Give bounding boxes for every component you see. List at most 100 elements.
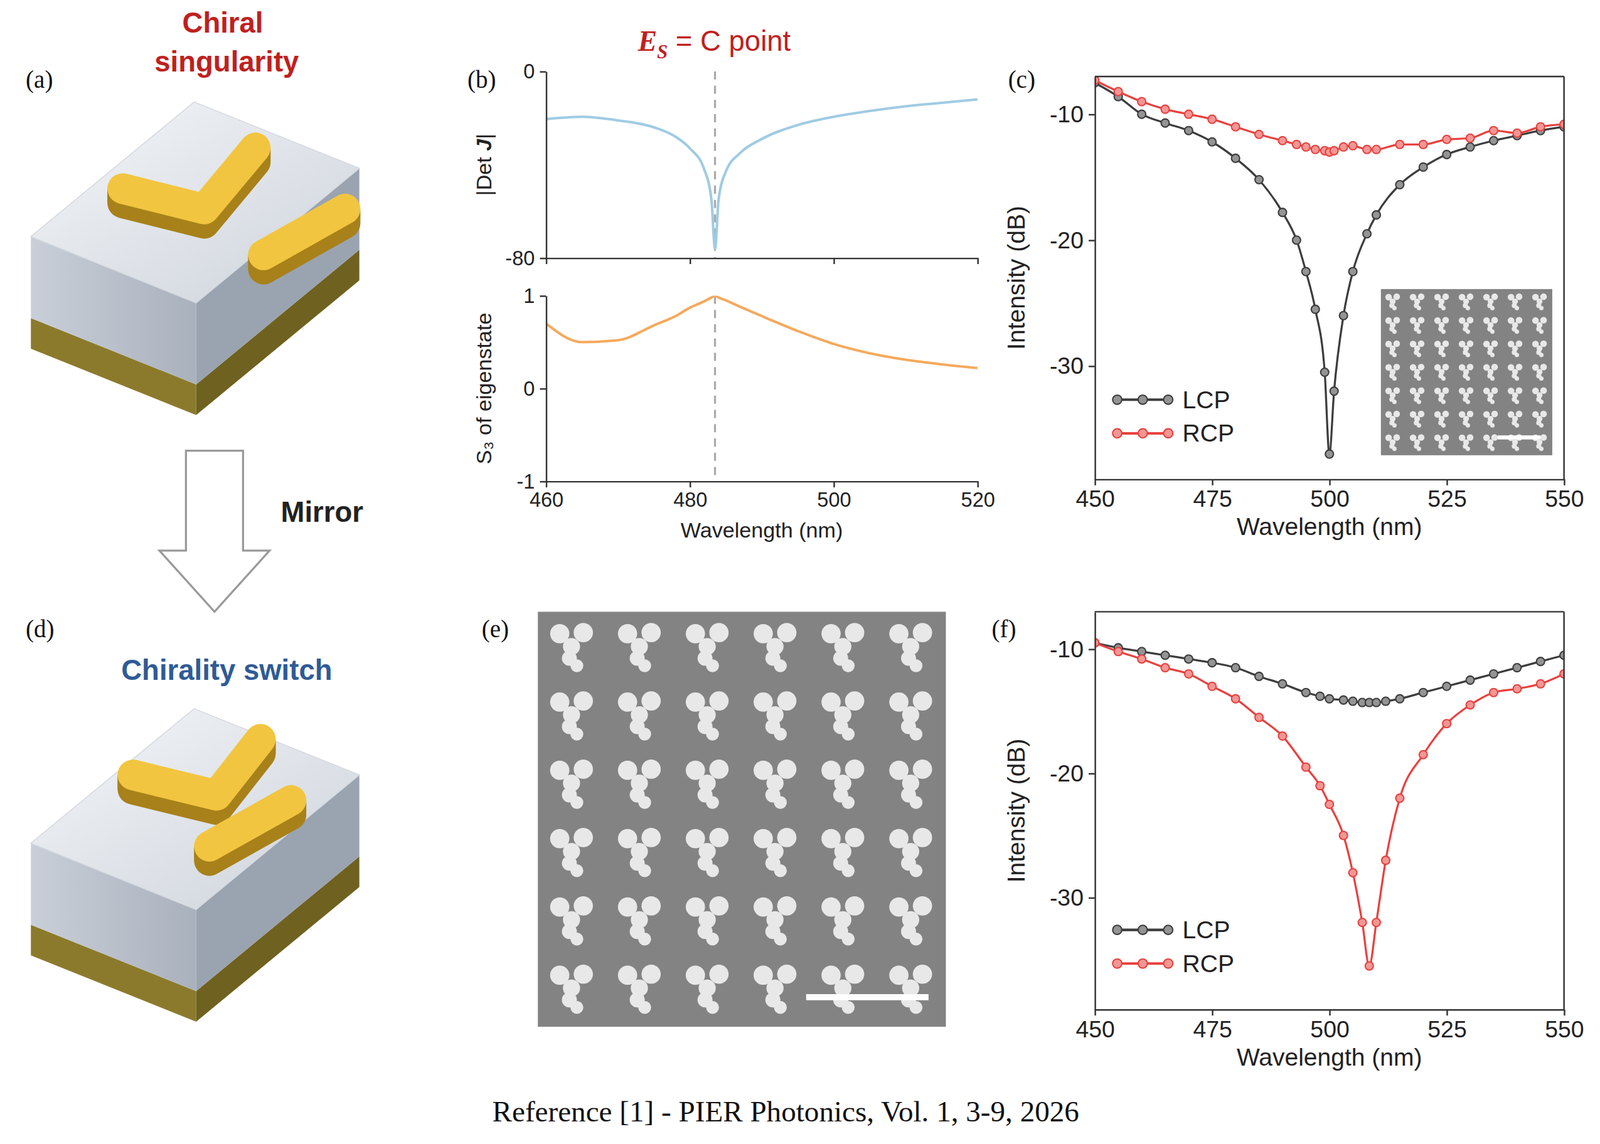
- x-axis: [546, 257, 979, 265]
- sem-particle: [1442, 316, 1450, 324]
- sem-particle: [641, 759, 661, 780]
- y-tick-mark: [1088, 773, 1095, 775]
- sem-particle: [1466, 387, 1474, 395]
- x-tick-label: 500: [1310, 485, 1350, 512]
- x-tick: 480: [673, 481, 708, 512]
- series-marker: [1320, 368, 1329, 377]
- x-axis-title: Wavelength (nm): [680, 518, 844, 543]
- sem-particle: [1490, 446, 1495, 452]
- panel-label: (b): [467, 65, 496, 94]
- sem-particle: [1442, 387, 1450, 395]
- sem-particle: [773, 933, 787, 946]
- legend-entry: RCP: [1112, 950, 1235, 978]
- sem-particle: [1540, 434, 1548, 442]
- sem-particle: [842, 796, 855, 809]
- series-marker: [1466, 143, 1475, 152]
- title-subscript: S: [656, 40, 668, 63]
- axis-line: [1094, 612, 1096, 1011]
- sem-particle: [777, 828, 797, 848]
- legend-marker: [1163, 959, 1174, 969]
- series-marker: [1325, 695, 1334, 704]
- series-marker: [1114, 87, 1123, 96]
- plot-frame: [1094, 611, 1565, 613]
- series-line: [545, 99, 978, 249]
- y-axis: -800: [505, 60, 547, 270]
- sem-particle: [1540, 293, 1548, 301]
- x-tick-label: 475: [1192, 1016, 1232, 1043]
- sem-particle: [909, 727, 923, 741]
- plot-area: [1094, 638, 1565, 971]
- y-tick-mark: [539, 257, 546, 260]
- sem-particle: [638, 864, 651, 878]
- series-marker: [1512, 663, 1521, 672]
- panel-title: Chiral singularity: [154, 6, 300, 78]
- sem-particle: [1392, 423, 1397, 428]
- series-marker: [1349, 267, 1358, 276]
- sem-particle: [777, 896, 797, 917]
- sem-particle: [709, 965, 729, 985]
- x-tick-label: 525: [1427, 485, 1467, 512]
- sem-particle: [1491, 340, 1499, 348]
- series-marker: [1489, 688, 1498, 698]
- sem-particle: [1515, 387, 1523, 395]
- chart-2: 450475500525550-30-20-10Wavelength (nm)I…: [1002, 75, 1584, 541]
- x-tick-mark: [1446, 1009, 1448, 1016]
- plot-frame: [1094, 75, 1565, 78]
- sem-particle: [1466, 363, 1474, 371]
- series-marker: [1395, 695, 1404, 704]
- series-marker: [1442, 719, 1451, 728]
- sem-particle: [1441, 306, 1446, 311]
- x-tick-label: 450: [1075, 1016, 1115, 1043]
- x-tick-mark: [1446, 479, 1448, 486]
- y-tick: -20: [1049, 227, 1095, 254]
- series-marker: [1395, 140, 1404, 149]
- sem-particle: [1416, 446, 1422, 452]
- sem-particle: [1416, 376, 1422, 381]
- sem-particle: [1514, 399, 1520, 405]
- sem-particle: [638, 659, 651, 672]
- legend: LCPRCP: [1112, 916, 1235, 978]
- series-marker: [1184, 655, 1193, 664]
- series-marker: [1365, 962, 1374, 971]
- sem-particle: [1418, 293, 1425, 301]
- x-tick-label: 450: [1075, 485, 1115, 512]
- nanostructure-top: [122, 148, 256, 210]
- series-marker: [1160, 105, 1169, 114]
- x-tick-label: 525: [1427, 1016, 1467, 1043]
- series-marker: [1536, 680, 1545, 689]
- sem-particle: [573, 623, 593, 643]
- series-marker: [1372, 698, 1381, 708]
- sem-particle: [1418, 434, 1425, 442]
- sem-particle: [1393, 293, 1401, 301]
- x-axis: 450475500525550: [1075, 1009, 1584, 1043]
- x-tick-label: 480: [673, 488, 708, 512]
- sem-particle: [912, 759, 933, 780]
- unit-cell-a: [30, 102, 359, 416]
- x-tick-mark: [1094, 479, 1096, 486]
- y-tick: 0: [523, 377, 546, 401]
- sem-particle: [573, 691, 593, 711]
- nanostructure-top: [133, 739, 261, 796]
- x-tick: 550: [1544, 479, 1584, 512]
- sem-particle: [573, 828, 593, 848]
- sem-particle: [1416, 306, 1422, 311]
- sem-particle: [912, 896, 933, 917]
- x-tick-mark: [1563, 479, 1565, 486]
- series-marker: [1362, 145, 1371, 154]
- series-marker: [1339, 696, 1348, 705]
- x-tick: 500: [1310, 1009, 1350, 1043]
- x-tick-mark: [833, 257, 835, 265]
- sem-particle: [1392, 446, 1397, 452]
- sem-particle: [1441, 399, 1446, 405]
- y-tick-label: -10: [1049, 101, 1084, 128]
- sem-particle: [1465, 329, 1471, 334]
- series-marker: [1114, 647, 1123, 656]
- legend-marker: [1138, 395, 1148, 405]
- legend-marker: [1112, 925, 1122, 935]
- series-marker: [1349, 697, 1358, 706]
- sem-particle: [842, 933, 855, 946]
- sem-particle: [1442, 293, 1450, 301]
- sem-particle: [1416, 329, 1422, 334]
- axis-line: [546, 257, 979, 260]
- sem-particle: [773, 659, 787, 672]
